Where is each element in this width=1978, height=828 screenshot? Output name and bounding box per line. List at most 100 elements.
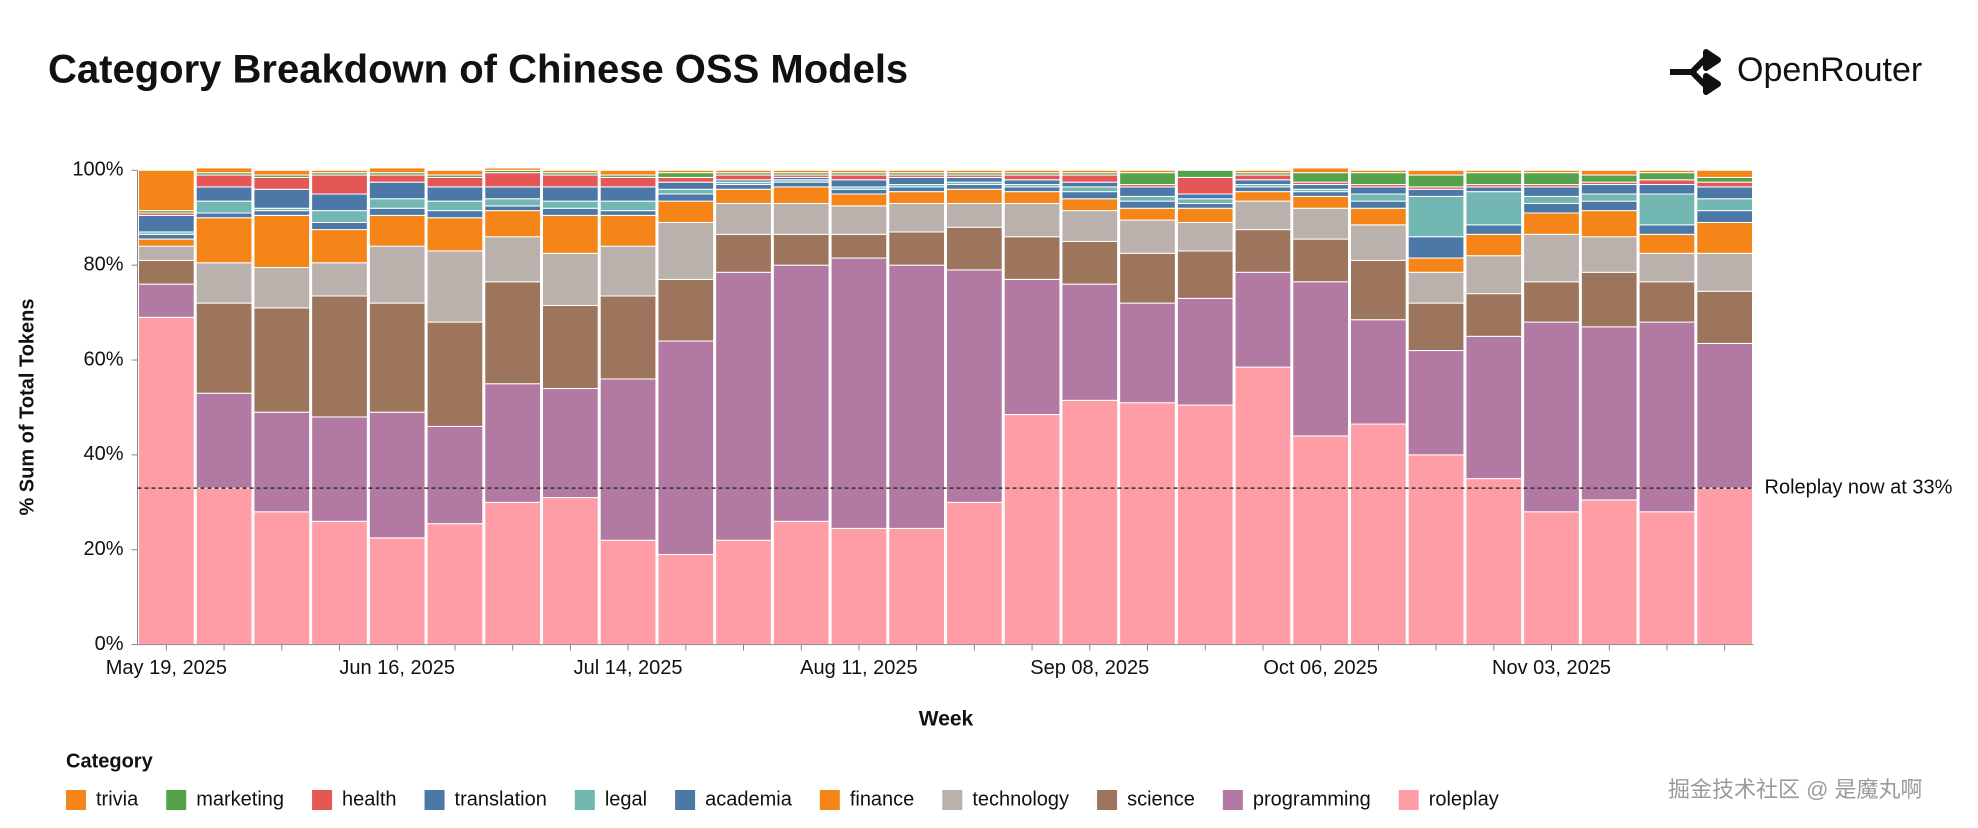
bar-segment [657, 340, 715, 555]
bar-segment [1234, 191, 1292, 202]
bar-segment [1465, 224, 1523, 235]
legend-label: marketing [196, 788, 284, 810]
bar-segment [484, 198, 541, 207]
chart-title: Category Breakdown of Chinese OSS Models [48, 48, 908, 92]
bar-segment [542, 186, 599, 202]
y-axis-label: % Sum of Total Tokens [16, 298, 38, 515]
bar-segment [195, 392, 253, 489]
bar-segment [1003, 236, 1061, 280]
bar-segment [599, 186, 657, 202]
bar-segment [542, 214, 599, 254]
legend-label: technology [972, 788, 1069, 810]
bar-segment [1465, 293, 1523, 337]
bar-segment [1234, 200, 1292, 231]
bar-segment [1119, 219, 1176, 254]
bar-segment [1580, 184, 1638, 195]
bar-segment [195, 487, 253, 646]
x-axis-label: Week [919, 708, 974, 731]
bar-segment [1119, 186, 1176, 197]
bar-segment [1292, 238, 1350, 283]
bar-segment [1234, 174, 1292, 181]
bar-segment [195, 200, 253, 214]
bar-segment [1638, 321, 1696, 513]
bar-segment [138, 233, 195, 240]
bar-segment [1696, 186, 1754, 200]
legend-swatch [1222, 790, 1243, 810]
bar-segment [311, 229, 368, 264]
bar-segment [1176, 207, 1234, 223]
bar-segment [772, 520, 830, 646]
bar-segment [1696, 181, 1754, 188]
bar-segment [1407, 350, 1465, 456]
bar-segment [311, 520, 368, 646]
bar-segment [1292, 207, 1350, 240]
bar-segment [946, 501, 1003, 646]
bar-segment [1350, 186, 1407, 195]
bar-segment [1234, 229, 1292, 273]
legend-swatch [66, 790, 86, 810]
bar-segment [830, 233, 888, 259]
bar-segment [830, 205, 888, 235]
bar-segment [368, 302, 426, 413]
x-tick-label: Sep 08, 2025 [1030, 657, 1149, 679]
bar-segment [1696, 176, 1754, 183]
legend-swatch [1398, 790, 1419, 810]
bar-segment [1061, 181, 1119, 188]
bar-segment [138, 245, 195, 261]
bar-segment [484, 501, 541, 646]
bar-segment [1638, 233, 1696, 254]
bar-segment [1234, 186, 1292, 193]
bar-segment [1003, 179, 1061, 186]
bar-segment [311, 221, 368, 231]
bar-segment [599, 176, 657, 188]
bar-segment [830, 193, 888, 207]
bar-segment [1234, 169, 1292, 174]
bar-segment [1061, 174, 1119, 183]
bar-segment [484, 186, 541, 200]
bar-segment [599, 169, 657, 176]
bar-segment [1465, 335, 1523, 480]
bar-segment [1003, 191, 1061, 205]
legend-label: health [342, 788, 397, 810]
bar-segment [772, 233, 830, 266]
bar-segment [138, 169, 195, 212]
bar-segment [1176, 198, 1234, 205]
bar-segment [599, 378, 657, 541]
bar-segment [599, 539, 657, 646]
bar-segment [368, 167, 426, 174]
bar-segment [1003, 203, 1061, 238]
bar-segment [1292, 191, 1350, 197]
watermark: 掘金技术社区 @ 是魔丸啊 [1668, 777, 1923, 802]
bar-segment [1176, 404, 1234, 646]
bar-segment [946, 226, 1003, 271]
bar-segment [426, 200, 484, 212]
bar-segment [1350, 193, 1407, 202]
bar-segment [368, 174, 426, 183]
x-tick-label: Nov 03, 2025 [1492, 657, 1611, 679]
bar-segment [1523, 169, 1580, 174]
legend-swatch [942, 790, 963, 810]
bar-segment [1638, 184, 1696, 195]
bar-segment [484, 236, 541, 283]
bar-segment [253, 188, 311, 209]
bar-segment [1638, 179, 1696, 186]
bar-segment [1119, 169, 1176, 174]
bar-segment [253, 169, 311, 176]
bar-segment [1638, 169, 1696, 174]
bar-segment [542, 169, 599, 174]
legend-swatch [166, 790, 187, 810]
bar-segment [946, 269, 1003, 503]
bar-segment [368, 245, 426, 304]
bar-segment [1292, 281, 1350, 437]
bar-segment [772, 169, 830, 174]
bar-segment [426, 217, 484, 252]
bar-segment [542, 174, 599, 188]
annotation-label: Roleplay now at 33% [1765, 476, 1953, 498]
bar-segment [657, 169, 715, 174]
bar-segment [195, 174, 253, 188]
bar-segment [1523, 203, 1580, 214]
bar-segment [1061, 283, 1119, 401]
brand-logo [1670, 49, 1721, 95]
bar-segment [1580, 326, 1638, 501]
